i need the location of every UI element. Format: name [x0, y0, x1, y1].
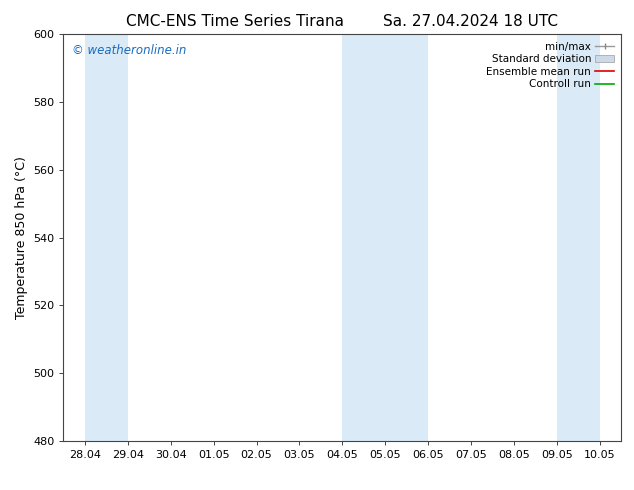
Legend: min/max, Standard deviation, Ensemble mean run, Controll run: min/max, Standard deviation, Ensemble me… [484, 40, 616, 92]
Bar [85, 34, 128, 441]
Bar [342, 34, 428, 441]
Title: CMC-ENS Time Series Tirana        Sa. 27.04.2024 18 UTC: CMC-ENS Time Series Tirana Sa. 27.04.202… [126, 14, 559, 29]
Y-axis label: Temperature 850 hPa (°C): Temperature 850 hPa (°C) [15, 156, 27, 319]
Text: © weatheronline.in: © weatheronline.in [72, 45, 186, 57]
Bar [557, 34, 600, 441]
